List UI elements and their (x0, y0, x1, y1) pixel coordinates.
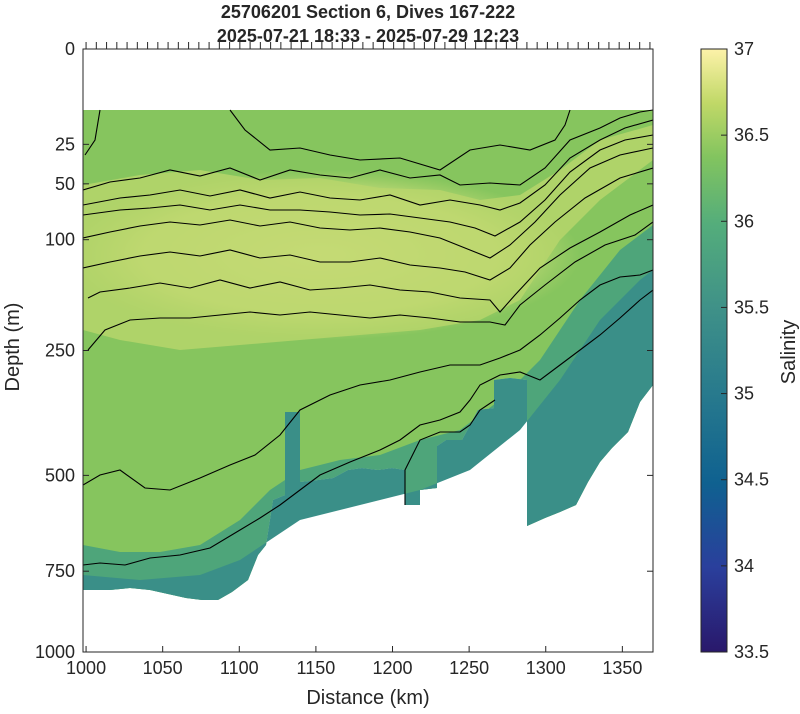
contour-line (83, 167, 653, 281)
x-tick-label: 1350 (602, 658, 642, 678)
colorbar-tick-label: 35 (734, 384, 754, 404)
x-tick-label: 1250 (449, 658, 489, 678)
contour-line (87, 221, 653, 351)
y-axis-label: Depth (m) (2, 303, 24, 392)
dive-markers (85, 42, 651, 49)
y-tick-label: 1000 (35, 642, 75, 662)
y-tick-label: 750 (45, 561, 75, 581)
contour-line (83, 109, 653, 191)
contour-line (83, 269, 653, 491)
x-tick-label: 1300 (526, 658, 566, 678)
y-tick-label: 100 (45, 230, 75, 250)
colorbar-tick-label: 34 (734, 556, 754, 576)
x-tick-label: 1050 (143, 658, 183, 678)
colorbar-tick-label: 36 (734, 211, 754, 231)
salinity-contours (83, 109, 653, 566)
contour-line (83, 289, 653, 566)
colorbar-tick-label: 37 (734, 39, 754, 59)
contour-line (83, 147, 653, 259)
colorbar-tick-label: 34.5 (734, 470, 769, 490)
colorbar-tick-label: 33.5 (734, 642, 769, 662)
colorbar-tick-label: 36.5 (734, 125, 769, 145)
y-tick-label: 50 (55, 174, 75, 194)
x-tick-label: 1000 (66, 658, 106, 678)
contour-line (83, 134, 653, 237)
chart-title-line-1: 25706201 Section 6, Dives 167-222 (221, 2, 515, 22)
colorbar-axis: 33.5 34 34.5 35 35.5 36 36.5 37 (721, 39, 769, 662)
x-tick-label: 1150 (297, 658, 336, 678)
contour-line (404, 399, 496, 505)
x-axis: 1000 1050 1100 1150 1200 1250 1300 1350 (66, 646, 642, 678)
salinity-fill-upper (83, 125, 653, 350)
x-tick-label: 1100 (220, 658, 259, 678)
x-tick-label: 1200 (372, 658, 412, 678)
salinity-field (83, 110, 653, 600)
y-axis: 0 25 50 100 250 500 750 1000 (35, 39, 653, 662)
contour-line (83, 119, 653, 211)
salinity-fill-deepest (83, 270, 653, 600)
x-axis-label: Distance (km) (306, 687, 429, 709)
y-tick-label: 250 (45, 341, 75, 361)
colorbar-label: Salinity (778, 320, 800, 384)
y-tick-label: 500 (45, 465, 75, 485)
contour-line (229, 109, 571, 171)
colorbar-tick-label: 35.5 (734, 297, 769, 317)
contour-line (87, 204, 653, 313)
y-tick-label: 0 (65, 39, 75, 59)
colorbar (700, 48, 728, 653)
chart-title-line-2: 2025-07-21 18:33 - 2025-07-29 12:23 (217, 26, 519, 46)
y-tick-label: 25 (55, 134, 75, 154)
contour-line (84, 109, 101, 156)
